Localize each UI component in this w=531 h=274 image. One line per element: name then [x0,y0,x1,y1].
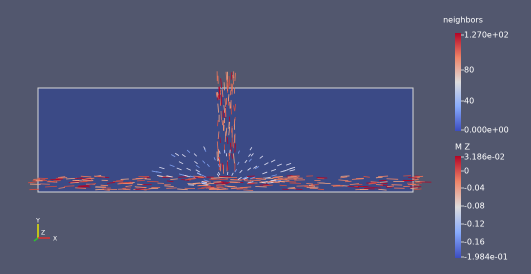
legend-title: neighbors [443,16,483,25]
particle [288,177,297,178]
colorbar-label: 0.000e+00 [464,126,509,135]
particle [220,151,221,154]
colorbar-label: -1.984e-01 [464,253,508,262]
particle [317,178,328,179]
colorbar-label: 0 [464,167,469,176]
page: Y Z X neighbors M Z 1.270e+02 80 40 0.000e+… [0,0,531,274]
particle [412,176,423,177]
particle [376,185,383,186]
particle [226,72,227,81]
particle [250,180,261,181]
colorbar-label: -0.12 [464,220,485,229]
particle [228,94,229,101]
particle [222,183,229,184]
particle [414,189,422,190]
particle [416,182,422,183]
particle [229,182,240,183]
colorbar-label: -0.08 [464,202,485,211]
particle [286,181,297,182]
particle [178,177,187,178]
particle [233,142,234,148]
particle [295,189,302,190]
particle [107,189,117,190]
colorbar [455,33,461,131]
particle [220,90,221,95]
particle [307,187,319,188]
particle [28,182,37,183]
particle [379,180,386,181]
particle [410,187,422,188]
axes-triad: Y Z X [34,218,57,243]
colorbar-label: -0.04 [464,184,485,193]
particle [222,120,223,125]
axis-line [34,238,38,241]
colorbar-label: 40 [464,97,474,106]
particle [122,188,131,189]
particle [235,73,236,81]
particle [219,177,228,178]
particle [229,76,230,86]
particle [306,184,313,185]
colorbar-label: -0.16 [464,238,485,247]
particle [244,181,251,182]
colorbar-label: 3.186e-02 [464,153,505,162]
legend-title: M Z [455,143,470,152]
particle [387,179,399,180]
particle [231,72,232,79]
colorbar-label: 80 [464,66,474,75]
particle [387,186,394,187]
render-view: Y Z X neighbors M Z 1.270e+02 80 40 0.000e+… [0,0,531,274]
particle [225,131,226,142]
axis-label: X [53,236,57,243]
colorbar [455,156,461,258]
particle [221,78,222,88]
axis-label: Y [35,218,40,225]
particle [364,188,375,189]
particle [64,186,74,187]
particle [228,80,229,89]
particle [227,187,236,188]
particle [29,189,39,190]
axis-label: Z [41,230,45,237]
colorbar-label: 1.270e+02 [464,31,509,40]
